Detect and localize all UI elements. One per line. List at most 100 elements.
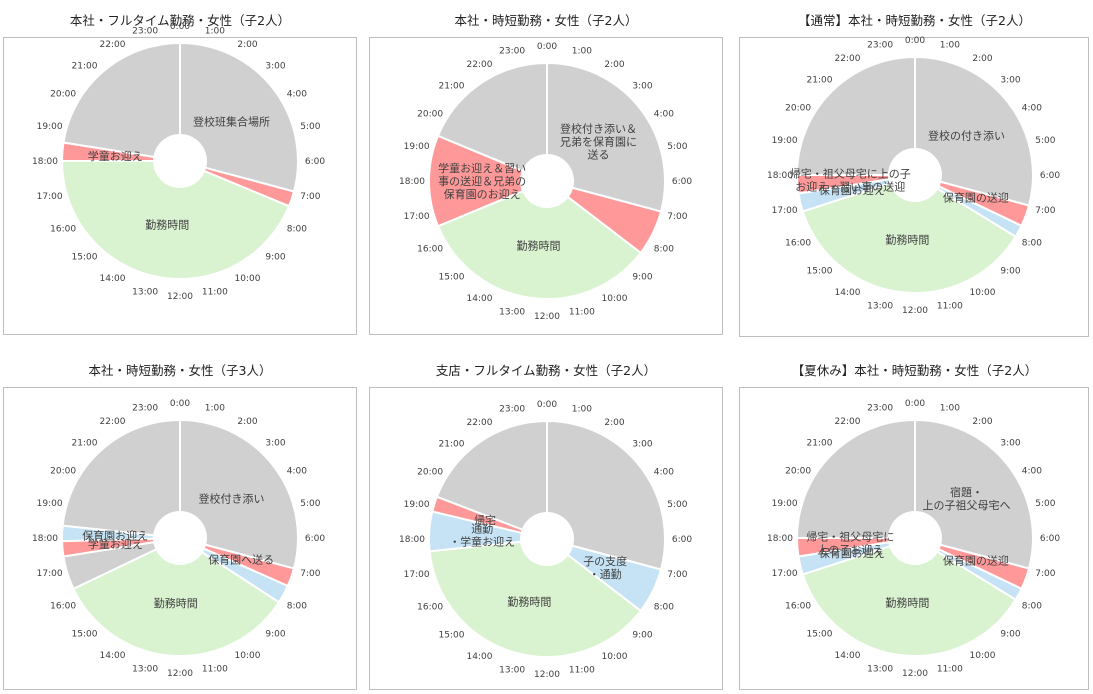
- hour-label: 7:00: [667, 570, 687, 580]
- hour-label: 13:00: [867, 664, 893, 674]
- hour-label: 1:00: [940, 404, 960, 414]
- hour-label: 4:00: [1022, 467, 1042, 477]
- pie-chart: 0:00 1:00 2:00 3:00 4:00 5:00 6:00 7:00 8:00 9:00…: [32, 22, 325, 302]
- chart-title: 支店・フルタイム勤務・女性（子2人）: [435, 363, 657, 378]
- hour-label: 19:00: [404, 142, 430, 152]
- pie-segment: [435, 419, 548, 541]
- chart-frame: 0:00 1:00 2:00 3:00 4:00 5:00 6:00 7:00 8:00 9:00…: [369, 387, 723, 690]
- hour-label: 22:00: [100, 40, 126, 50]
- donut-hole: [153, 134, 207, 188]
- chart-title: 本社・時短勤務・女性（子3人）: [88, 363, 272, 378]
- segment-label: 保育園お迎え: [819, 546, 885, 560]
- hour-label: 8:00: [287, 225, 307, 235]
- hour-label: 3:00: [1000, 76, 1020, 86]
- segment-label: 登校班集合場所: [193, 115, 270, 129]
- hour-label: 20:00: [417, 110, 443, 120]
- chart-title: 本社・時短勤務・女性（子2人）: [454, 13, 638, 28]
- chart-title: 【通常】本社・時短勤務・女性（子2人）: [798, 13, 1031, 28]
- segment-label: 帰宅・祖父母宅に上の子お迎え・習い事の送迎: [790, 167, 911, 194]
- hour-label: 17:00: [772, 569, 798, 579]
- hour-label: 0:00: [905, 36, 925, 46]
- hour-label: 3:00: [632, 440, 652, 450]
- hour-label: 18:00: [767, 534, 793, 544]
- hour-label: 0:00: [170, 399, 190, 409]
- hour-label: 14:00: [100, 274, 126, 284]
- hour-label: 21:00: [807, 439, 833, 449]
- hour-label: 13:00: [867, 301, 893, 311]
- hour-label: 15:00: [807, 267, 833, 277]
- pie-segment: [428, 537, 643, 658]
- segment-label: 帰宅: [474, 513, 496, 527]
- hour-label: 11:00: [202, 287, 228, 297]
- hour-label: 7:00: [300, 569, 320, 579]
- donut-hole: [520, 154, 574, 208]
- hour-label: 22:00: [835, 417, 861, 427]
- hour-label: 19:00: [37, 122, 63, 132]
- hour-label: 19:00: [404, 500, 430, 510]
- segment-label: 勤務時間: [154, 596, 198, 610]
- pie-segment: [60, 160, 291, 280]
- hour-label: 1:00: [205, 404, 225, 414]
- hour-label: 0:00: [170, 22, 190, 32]
- donut-hole: [888, 511, 942, 565]
- hour-label: 6:00: [672, 177, 692, 187]
- hour-label: 12:00: [902, 669, 928, 679]
- hour-label: 3:00: [265, 62, 285, 72]
- hour-label: 0:00: [537, 42, 557, 52]
- hour-label: 16:00: [417, 603, 443, 613]
- hour-label: 9:00: [632, 631, 652, 641]
- pie-segment: [179, 41, 299, 193]
- hour-label: 8:00: [287, 602, 307, 612]
- segment-label: 勤務時間: [885, 596, 929, 610]
- hour-label: 13:00: [499, 307, 525, 317]
- hour-label: 17:00: [37, 192, 63, 202]
- hour-label: 7:00: [667, 212, 687, 222]
- hour-label: 5:00: [667, 142, 687, 152]
- hour-label: 22:00: [835, 54, 861, 64]
- hour-label: 21:00: [439, 440, 465, 450]
- hour-label: 9:00: [1000, 267, 1020, 277]
- hour-label: 0:00: [537, 400, 557, 410]
- pie-chart: 0:00 1:00 2:00 3:00 4:00 5:00 6:00 7:00 8:00 9:00…: [32, 399, 325, 679]
- hour-label: 8:00: [654, 245, 674, 255]
- hour-label: 23:00: [132, 404, 158, 414]
- chart-frame: 0:00 1:00 2:00 3:00 4:00 5:00 6:00 7:00 8:00 9:00…: [3, 22, 357, 335]
- hour-label: 5:00: [1035, 136, 1055, 146]
- hour-label: 18:00: [32, 534, 58, 544]
- hour-label: 19:00: [772, 136, 798, 146]
- chart-frame: 0:00 1:00 2:00 3:00 4:00 5:00 6:00 7:00 8:00 9:00…: [739, 36, 1089, 337]
- segment-label: 子の支度・通勤: [583, 554, 627, 581]
- hour-label: 6:00: [672, 535, 692, 545]
- segment-label: 学童お迎え＆習い事の送迎＆兄弟の保育園のお迎え: [438, 161, 526, 201]
- hour-label: 13:00: [499, 665, 525, 675]
- hour-label: 15:00: [72, 253, 98, 263]
- pie-segment: [179, 418, 299, 570]
- chart-panel-5: 支店・フルタイム勤務・女性（子2人） 0:00 1:00 2:00 3:00 4:00 5…: [366, 350, 726, 694]
- hour-label: 23:00: [499, 405, 525, 415]
- hour-label: 23:00: [499, 47, 525, 57]
- hour-label: 17:00: [37, 569, 63, 579]
- hour-label: 20:00: [50, 90, 76, 100]
- hour-label: 16:00: [785, 602, 811, 612]
- hour-label: 12:00: [167, 292, 193, 302]
- hour-label: 4:00: [1022, 104, 1042, 114]
- chart-panel-2: 本社・時短勤務・女性（子2人） 0:00 1:00 2:00 3:00 4:00 5:00…: [366, 0, 726, 340]
- hour-label: 11:00: [937, 664, 963, 674]
- hour-label: 6:00: [1040, 171, 1060, 181]
- chart-title: 【夏休み】本社・時短勤務・女性（子2人）: [791, 363, 1038, 378]
- chart-title: 本社・フルタイム勤務・女性（子2人）: [69, 13, 291, 28]
- pie-segment: [801, 173, 1017, 294]
- hour-label: 3:00: [1000, 439, 1020, 449]
- hour-label: 15:00: [439, 631, 465, 641]
- hour-label: 9:00: [632, 273, 652, 283]
- hour-label: 17:00: [404, 570, 430, 580]
- pie-chart: 0:00 1:00 2:00 3:00 4:00 5:00 6:00 7:00 8:00 9:00…: [767, 399, 1060, 679]
- hour-label: 13:00: [132, 287, 158, 297]
- hour-label: 4:00: [287, 467, 307, 477]
- segment-label: 登校付き添い＆兄弟を保育園に送る: [560, 122, 637, 162]
- segment-label: 通勤・学童お迎え: [449, 522, 515, 548]
- hour-label: 5:00: [300, 122, 320, 132]
- hour-label: 14:00: [835, 651, 861, 661]
- hour-label: 8:00: [654, 603, 674, 613]
- hour-label: 23:00: [867, 404, 893, 414]
